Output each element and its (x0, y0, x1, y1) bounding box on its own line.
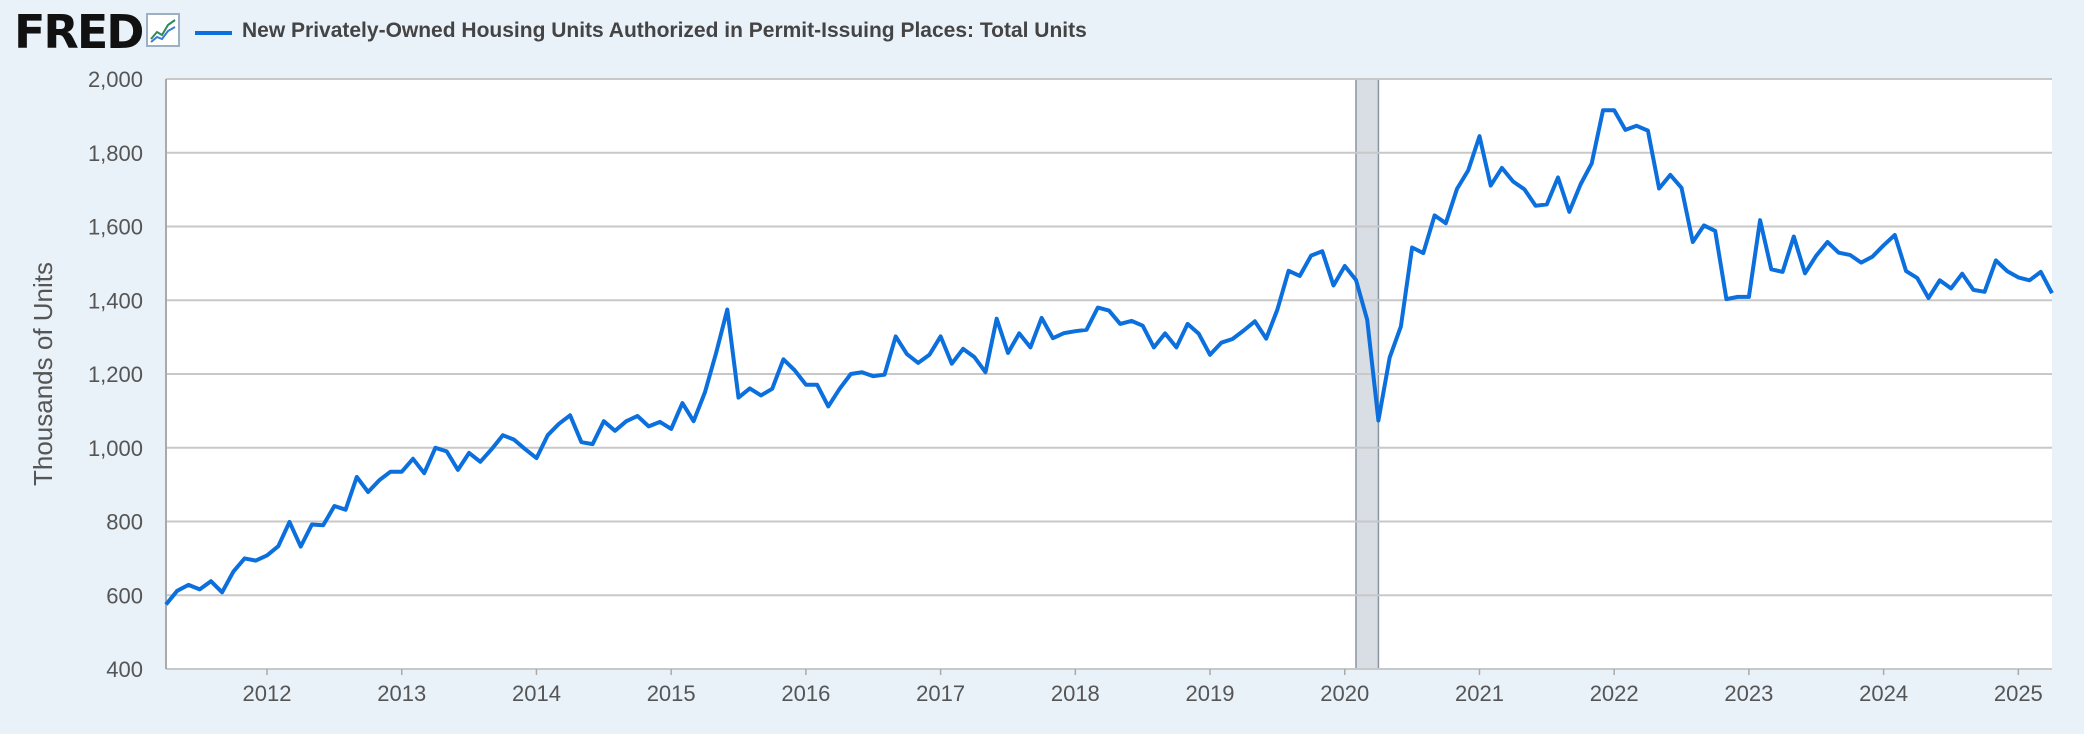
x-tick-label: 2024 (1859, 681, 1908, 706)
x-tick-label: 2025 (1994, 681, 2043, 706)
x-tick-label: 2013 (377, 681, 426, 706)
x-tick-label: 2019 (1186, 681, 1235, 706)
series-line[interactable] (164, 108, 2054, 606)
y-tick-label: 600 (106, 583, 143, 608)
y-tick-label: 1,800 (88, 141, 143, 166)
line-graph-icon[interactable] (146, 13, 180, 47)
fred-logo[interactable]: FRED (14, 5, 144, 59)
y-axis-title: Thousands of Units (28, 262, 58, 486)
y-tick-label: 2,000 (88, 67, 143, 92)
registered-mark: ® (130, 34, 139, 44)
x-tick-label: 2016 (781, 681, 830, 706)
y-tick-label: 1,200 (88, 362, 143, 387)
x-tick-label: 2017 (916, 681, 965, 706)
x-tick-label: 2022 (1590, 681, 1639, 706)
y-tick-label: 400 (106, 657, 143, 682)
legend-series-label[interactable]: New Privately-Owned Housing Units Author… (242, 19, 1087, 42)
x-tick-label: 2014 (512, 681, 561, 706)
legend-swatch (195, 31, 232, 35)
y-tick-label: 800 (106, 510, 143, 535)
x-tick-label: 2015 (647, 681, 696, 706)
y-tick-label: 1,000 (88, 436, 143, 461)
y-tick-label: 1,400 (88, 288, 143, 313)
x-tick-label: 2020 (1320, 681, 1369, 706)
x-tick-label: 2023 (1724, 681, 1773, 706)
chart-header: FRED ® New Privately-Owned Housing Units… (0, 0, 2084, 64)
x-tick-label: 2021 (1455, 681, 1504, 706)
x-tick-label: 2012 (243, 681, 292, 706)
x-tick-label: 2018 (1051, 681, 1100, 706)
y-tick-label: 1,600 (88, 215, 143, 240)
